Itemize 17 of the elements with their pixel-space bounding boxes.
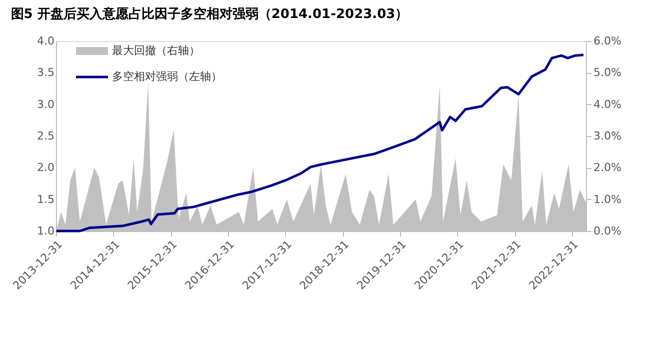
chart-title: 图5 开盘后买入意愿占比因子多空相对强弱（2014.01-2023.03） — [10, 6, 408, 22]
y2-tick-label: 4.0% — [594, 98, 622, 111]
legend-label: 多空相对强弱（左轴） — [112, 70, 222, 83]
y-tick-label: 3.5 — [37, 66, 54, 80]
y2-tick-label: 5.0% — [594, 66, 622, 80]
y2-tick-label: 1.0% — [594, 192, 622, 206]
y2-tick-label: 2.0% — [594, 161, 622, 174]
y-tick-label: 4.0 — [37, 34, 54, 48]
y2-tick-label: 3.0% — [594, 130, 622, 142]
y-tick-label: 1.5 — [37, 192, 54, 206]
y2-tick-label: 0.0% — [594, 224, 622, 238]
y-tick-label: 3.0 — [37, 98, 54, 111]
y-tick-label: 2.5 — [37, 130, 54, 142]
legend-label: 最大回撤（右轴） — [112, 44, 200, 57]
y-tick-label: 2.0 — [37, 161, 54, 174]
y-tick-label: 1.0 — [37, 224, 54, 238]
y2-tick-label: 6.0% — [594, 34, 622, 48]
